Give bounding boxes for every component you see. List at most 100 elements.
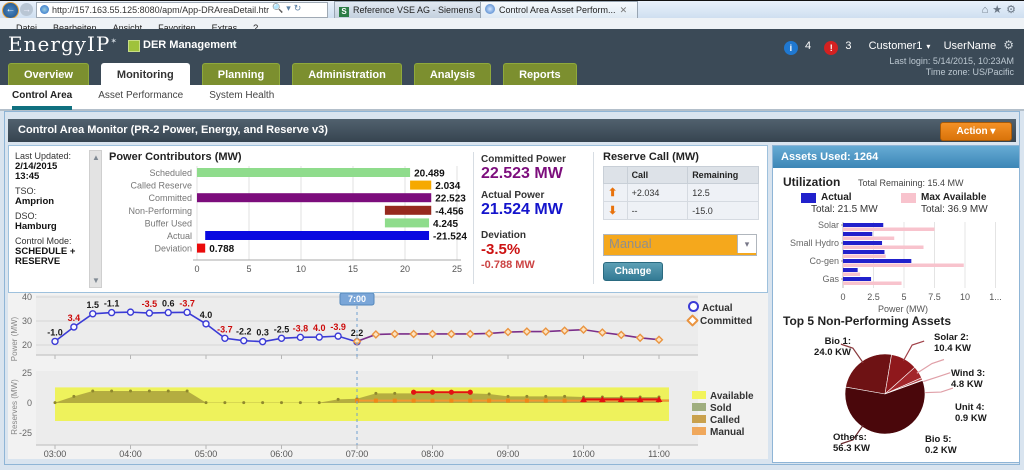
- tab-planning[interactable]: Planning: [202, 63, 280, 86]
- pie-label-bio1: Bio 1:24.0 KW: [791, 336, 851, 358]
- browser-tab-1[interactable]: SReference VSE AG - Siemens Gl...: [334, 1, 486, 19]
- svg-text:-3.5: -3.5: [142, 299, 158, 309]
- svg-text:-4.456: -4.456: [435, 206, 464, 217]
- actual-marker-icon: [688, 301, 699, 312]
- main-nav: Overview Monitoring Planning Administration…: [8, 63, 589, 85]
- sub-nav: Control Area Asset Performance System Heal…: [0, 85, 1024, 111]
- legend-actual-total: Total: 21.5 MW: [811, 204, 878, 215]
- search-dropdown-refresh-icons[interactable]: 🔍▾↻: [272, 3, 328, 14]
- svg-text:0.3: 0.3: [256, 328, 269, 338]
- control-mode-label: Control Mode:: [15, 236, 72, 246]
- arrow-down-icon: ⬇: [608, 205, 617, 217]
- product-menu[interactable]: DER Management: [143, 39, 237, 51]
- tab-overview[interactable]: Overview: [8, 63, 89, 86]
- pie-title: Top 5 Non-Performing Assets: [783, 314, 951, 328]
- svg-text:0: 0: [194, 264, 199, 274]
- table-row: ⬇ -- -15.0: [604, 202, 759, 220]
- svg-text:2.5: 2.5: [867, 292, 880, 302]
- tso-value: Amprion: [15, 196, 54, 207]
- svg-text:0.788: 0.788: [209, 244, 234, 255]
- alert-icon[interactable]: !: [824, 41, 838, 55]
- svg-text:7.5: 7.5: [928, 292, 941, 302]
- timeseries-chart: 403020Power (MW)250-25Reserves (MW)03:00…: [8, 293, 768, 459]
- monitor-panel: Last Updated: 2/14/2015 13:45 TSO: Ampri…: [8, 145, 768, 293]
- info-count: 4: [805, 40, 811, 52]
- deviation-mw: -0.788 MW: [481, 259, 535, 271]
- svg-text:4.0: 4.0: [313, 323, 326, 333]
- tab-monitoring[interactable]: Monitoring: [101, 63, 190, 86]
- customer-menu[interactable]: Customer1: [869, 40, 923, 52]
- user-menu[interactable]: UserName: [944, 40, 997, 52]
- max-available-swatch: [901, 193, 916, 203]
- svg-text:5: 5: [246, 264, 251, 274]
- svg-text:09:00: 09:00: [497, 449, 520, 459]
- browser-tab-2[interactable]: Control Area Asset Perform...✕: [480, 1, 638, 19]
- scroll-down-icon[interactable]: ▼: [92, 276, 100, 285]
- svg-text:Small Hydro: Small Hydro: [790, 238, 839, 248]
- timeseries-region: 403020Power (MW)250-25Reserves (MW)03:00…: [8, 293, 768, 459]
- svg-text:Non-Performing: Non-Performing: [128, 206, 192, 216]
- action-button[interactable]: Action ▾: [940, 122, 1012, 141]
- svg-text:20: 20: [400, 264, 410, 274]
- forward-icon[interactable]: →: [20, 3, 33, 16]
- svg-text:07:00: 07:00: [346, 449, 369, 459]
- svg-text:-1.1: -1.1: [104, 299, 120, 309]
- deviation-pct: -3.5%: [481, 241, 520, 258]
- pie-label-others: Others:56.3 KW: [833, 432, 870, 454]
- product-square-icon: [128, 40, 140, 52]
- svg-text:06:00: 06:00: [270, 449, 293, 459]
- page-title: Control Area Monitor (PR-2 Power, Energy…: [18, 124, 328, 136]
- svg-text:-2.5: -2.5: [274, 324, 290, 334]
- close-icon[interactable]: ✕: [620, 5, 628, 15]
- scroll-up-icon[interactable]: ▲: [92, 153, 100, 162]
- remaining-down-value: -15.0: [688, 202, 759, 220]
- scrollbar[interactable]: ▲ ▼: [89, 150, 102, 288]
- subtab-system-health[interactable]: System Health: [209, 86, 274, 106]
- pie-label-wind3: Wind 3:4.8 KW: [951, 368, 985, 390]
- subtab-control-area[interactable]: Control Area: [12, 86, 72, 110]
- reserve-call-table: Call Remaining ⬆ +2.034 12.5 ⬇ -- -15.0: [603, 166, 759, 220]
- svg-text:-2.2: -2.2: [236, 327, 252, 337]
- svg-text:7:00: 7:00: [348, 294, 366, 304]
- svg-text:Deviation: Deviation: [154, 244, 192, 254]
- gear-icon[interactable]: ⚙: [1003, 38, 1014, 52]
- browser-home-star-gear-icons[interactable]: ⌂★⚙: [982, 3, 1020, 16]
- svg-text:04:00: 04:00: [119, 449, 142, 459]
- back-icon[interactable]: ←: [2, 2, 19, 19]
- call-down-value: --: [627, 202, 688, 220]
- svg-text:Power (MW): Power (MW): [10, 316, 19, 361]
- assets-used-header: Assets Used: 1264: [773, 146, 1019, 168]
- mode-select[interactable]: Manual ▾: [603, 234, 757, 256]
- svg-text:Scheduled: Scheduled: [149, 168, 192, 178]
- chevron-down-icon[interactable]: ▾: [232, 39, 237, 50]
- time-zone: Time zone: US/Pacific: [889, 67, 1014, 78]
- svg-text:20.489: 20.489: [414, 169, 445, 180]
- subtab-asset-performance[interactable]: Asset Performance: [98, 86, 183, 106]
- svg-text:08:00: 08:00: [421, 449, 444, 459]
- alert-count: 3: [845, 40, 851, 52]
- info-icon[interactable]: i: [784, 41, 798, 55]
- svg-text:-21.524: -21.524: [433, 232, 467, 243]
- tab-administration[interactable]: Administration: [292, 63, 402, 86]
- tso-label: TSO:: [15, 186, 36, 196]
- svg-text:2.034: 2.034: [435, 181, 460, 192]
- called-swatch: [692, 415, 706, 423]
- svg-text:Reserves (MW): Reserves (MW): [10, 379, 19, 435]
- pie-label-bio5: Bio 5:0.2 KW: [925, 434, 957, 456]
- change-button[interactable]: Change: [603, 262, 663, 281]
- tab-analysis[interactable]: Analysis: [414, 63, 491, 86]
- tab-reports[interactable]: Reports: [503, 63, 577, 86]
- svg-text:40: 40: [22, 293, 32, 302]
- legend-max: Max Available: [921, 192, 986, 203]
- svg-text:30: 30: [22, 316, 32, 326]
- committed-power-value: 22.523 MW: [481, 165, 563, 183]
- svg-text:4.245: 4.245: [433, 219, 458, 230]
- divider: [593, 152, 594, 284]
- svg-text:10: 10: [960, 292, 970, 302]
- svg-text:-3.7: -3.7: [179, 298, 195, 308]
- utilization-chart: 02.557.5101...SolarSmall HydroCo-genGas: [781, 220, 1011, 304]
- chevron-down-icon[interactable]: ▾: [737, 235, 756, 253]
- sold-swatch: [692, 403, 706, 411]
- svg-text:20: 20: [22, 340, 32, 350]
- svg-text:3.4: 3.4: [68, 313, 81, 323]
